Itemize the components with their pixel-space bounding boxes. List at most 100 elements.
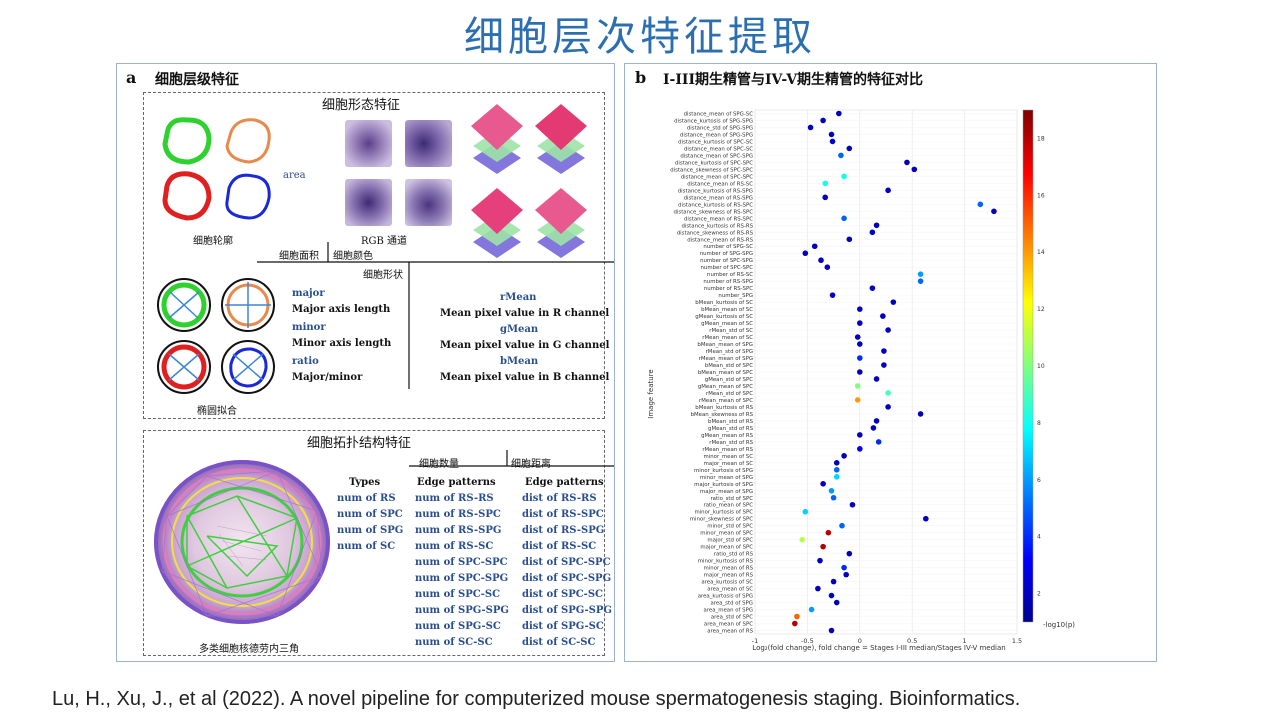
feature-rmean-desc: Mean pixel value in R channel — [440, 308, 610, 319]
delaunay-figure — [154, 460, 330, 624]
y-tick-label: distance_mean of SPC-SPC — [681, 174, 754, 180]
data-point — [890, 299, 897, 305]
y-tick-label: distance_mean of RS-SPC — [684, 216, 753, 222]
edge-dist-item: dist of RS-SC — [522, 541, 597, 552]
feature-scatter-chart: distance_mean of SPG-SCdistance_kurtosis… — [647, 109, 1075, 652]
data-point — [811, 243, 818, 250]
feature-gmean-desc: Mean pixel value in G channel — [440, 340, 610, 351]
data-point — [822, 194, 829, 201]
y-tick-label: distance_kurtosis of RS-SPC — [678, 202, 753, 208]
y-tick-label: gMean_mean of SPC — [698, 384, 753, 390]
data-point — [828, 592, 835, 599]
data-point — [843, 571, 849, 578]
y-tick-label: major_mean of SC — [704, 461, 754, 467]
y-tick-label: bMean_kurtosis of RS — [695, 405, 753, 411]
y-tick-label: rMean_std of SPG — [706, 349, 753, 355]
edge-dist-item: dist of SPC-SPC — [522, 557, 611, 568]
y-tick-label: gMean_std of SPC — [705, 377, 753, 383]
y-tick-label: minor_mean of RS — [704, 566, 754, 572]
colorbar-tick: 8 — [1037, 420, 1041, 427]
y-tick-label: distance_kurtosis of SPG-SPG — [674, 118, 753, 124]
y-tick-label: area_mean of SPC — [704, 622, 753, 628]
y-tick-label: distance_kurtosis of SPC-SPC — [675, 160, 753, 166]
morphology-title: 细胞形态特征 — [322, 98, 401, 113]
edge-num-item: num of SC-SC — [415, 637, 493, 648]
edge-header-dist: Edge patterns — [525, 477, 604, 488]
x-tick-label: 0 — [858, 637, 862, 645]
data-point — [841, 173, 847, 180]
y-tick-label: minor_kurtosis of SPC — [694, 510, 753, 516]
y-tick-label: bMean_kurtosis of SC — [695, 300, 753, 306]
edge-dist-item: dist of SC-SC — [522, 637, 596, 648]
colorbar-tick: 16 — [1037, 192, 1045, 199]
y-tick-label: minor_mean of SPG — [700, 475, 753, 481]
y-tick-label: ratio_std of RS — [714, 552, 754, 558]
panel-b: b I-III期生精管与IV-V期生精管的特征对比 distance_mean … — [624, 63, 1157, 662]
y-tick-label: ratio_std of SPC — [710, 496, 753, 502]
y-tick-label: rMean_std of RS — [709, 440, 753, 446]
data-point — [815, 585, 821, 592]
y-tick-label: bMean_std of RS — [708, 419, 754, 425]
edge-num-item: num of RS-RS — [415, 493, 494, 504]
edge-dist-item: dist of RS-RS — [522, 493, 597, 504]
data-point — [828, 131, 835, 138]
cell-image — [405, 120, 452, 167]
data-point — [885, 404, 891, 410]
y-tick-label: distance_mean of SPC-SC — [684, 146, 753, 152]
edge-num-item: num of SPC-SC — [415, 589, 501, 600]
y-tick-label: distance_kurtosis of RS-SPG — [678, 188, 753, 194]
panel-a-title: 细胞层级特征 — [155, 72, 239, 88]
y-tick-label: rMean_mean of SC — [702, 335, 753, 341]
y-tick-label: number_SPG — [718, 293, 753, 299]
y-tick-label: number of RS-SC — [707, 272, 753, 278]
topology-tree-lines — [409, 450, 614, 467]
y-tick-label: minor_kurtosis of RS — [698, 559, 754, 565]
y-tick-label: area_std of SPG — [710, 601, 753, 607]
edge-dist-item: dist of RS-SPG — [522, 525, 605, 536]
data-point — [841, 453, 847, 459]
y-tick-label: rMean_std of SC — [709, 328, 753, 334]
y-tick-label: area_kurtosis of SC — [701, 580, 753, 586]
y-tick-label: distance_kurtosis of SPC-SC — [678, 139, 753, 145]
data-point — [808, 606, 815, 613]
data-point — [833, 599, 840, 606]
data-point — [822, 180, 829, 187]
colorbar-tick: 12 — [1037, 306, 1045, 313]
data-point — [885, 327, 891, 333]
y-tick-label: minor_mean of SPC — [700, 531, 753, 537]
feature-bmean: bMean — [500, 356, 539, 367]
x-axis-label: Log₂(fold change), fold change = Stages … — [752, 644, 1005, 652]
data-point — [830, 578, 837, 585]
data-point — [917, 411, 924, 417]
data-point — [991, 208, 997, 215]
data-point — [857, 432, 863, 438]
x-tick-label: 1.5 — [1012, 637, 1022, 645]
data-point — [873, 376, 880, 382]
y-tick-label: area_mean of SC — [707, 587, 753, 593]
edge-dist-item: dist of RS-SPC — [522, 509, 604, 520]
x-tick-label: -1 — [752, 637, 758, 645]
citation: Lu, H., Xu, J., et al (2022). A novel pi… — [52, 688, 1021, 710]
data-point — [881, 348, 887, 354]
data-point — [829, 138, 836, 145]
edge-dist-item: dist of SPC-SPG — [522, 573, 612, 584]
feature-bmean-desc: Mean pixel value in B channel — [440, 372, 610, 383]
colorbar-tick: 4 — [1037, 534, 1041, 541]
edge-num-item: num of SPC-SPC — [415, 557, 508, 568]
y-tick-label: number of SPC-SPC — [701, 265, 754, 271]
panel-b-label: b — [635, 68, 647, 87]
data-point — [820, 480, 826, 487]
data-point — [854, 397, 861, 403]
type-item: num of RS — [337, 493, 396, 504]
data-point — [841, 564, 847, 571]
data-point — [904, 159, 910, 166]
feature-rmean: rMean — [500, 292, 537, 303]
edge-num-item: num of RS-SC — [415, 541, 494, 552]
edge-num-item: num of SPG-SPG — [415, 605, 509, 616]
data-point — [830, 494, 837, 501]
data-point — [849, 501, 856, 508]
data-point — [857, 320, 863, 326]
y-tick-label: minor_std of SPC — [707, 524, 753, 530]
colorbar-tick: 14 — [1037, 249, 1045, 256]
y-tick-label: distance_mean of RS-SPG — [684, 195, 753, 201]
